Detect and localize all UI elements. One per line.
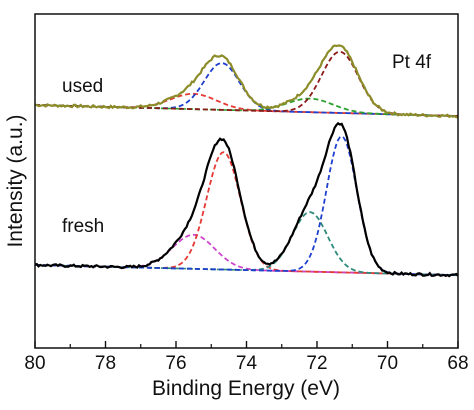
y-axis-title: Intensity (a.u.) xyxy=(4,114,27,247)
curves-layer xyxy=(34,44,459,278)
annotation-label: Pt 4f xyxy=(392,52,432,73)
used-envelope-line xyxy=(34,44,459,119)
ticks-layer: 80 78 76 74 72 70 68 xyxy=(24,341,469,374)
used-component-4 xyxy=(35,50,458,117)
fresh-component-2 xyxy=(35,151,458,277)
fresh-envelope-line xyxy=(34,121,459,278)
x-tick-label-74: 74 xyxy=(236,353,258,374)
x-tick-label-80: 80 xyxy=(24,353,45,374)
fresh-label: fresh xyxy=(62,216,104,237)
x-tick-label-72: 72 xyxy=(306,353,327,374)
used-label: used xyxy=(62,76,103,97)
x-tick-label-78: 78 xyxy=(95,353,116,374)
x-tick-label-76: 76 xyxy=(165,353,186,374)
fresh-component-4 xyxy=(35,135,458,277)
group-labels-layer: used fresh xyxy=(62,76,104,237)
x-axis-title: Binding Energy (eV) xyxy=(152,377,340,400)
x-tick-label-68: 68 xyxy=(447,353,468,374)
x-tick-label-70: 70 xyxy=(377,353,398,374)
fresh-component-1 xyxy=(35,233,458,277)
